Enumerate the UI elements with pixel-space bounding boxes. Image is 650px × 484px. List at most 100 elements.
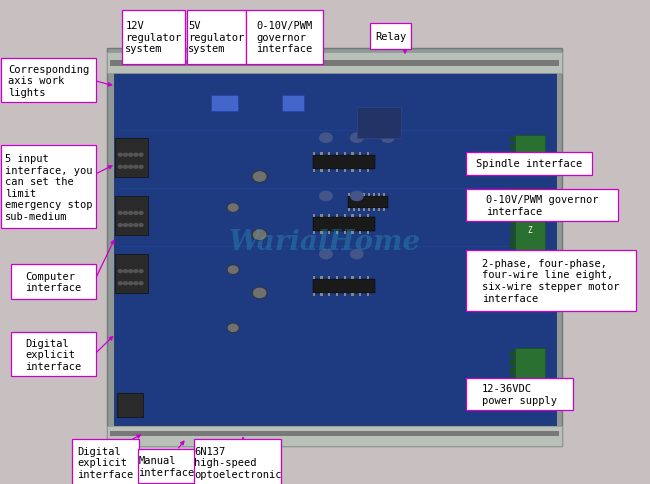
Circle shape bbox=[228, 267, 238, 273]
FancyBboxPatch shape bbox=[1, 59, 96, 103]
Bar bbox=[378, 194, 380, 197]
Bar bbox=[320, 215, 322, 218]
Bar bbox=[510, 258, 515, 264]
Circle shape bbox=[129, 166, 133, 169]
Bar bbox=[383, 194, 385, 197]
Bar bbox=[352, 215, 354, 218]
Bar bbox=[348, 208, 350, 211]
Text: A: A bbox=[527, 201, 532, 210]
Bar bbox=[211, 96, 237, 111]
Bar bbox=[367, 215, 369, 218]
Circle shape bbox=[252, 288, 267, 299]
Text: X: X bbox=[527, 276, 532, 285]
Bar bbox=[353, 194, 355, 197]
Circle shape bbox=[320, 250, 332, 259]
Circle shape bbox=[254, 288, 266, 298]
Circle shape bbox=[118, 212, 122, 215]
Circle shape bbox=[124, 212, 127, 215]
Bar bbox=[313, 280, 374, 293]
Circle shape bbox=[350, 134, 363, 143]
Circle shape bbox=[320, 192, 332, 201]
Text: Z: Z bbox=[527, 226, 532, 235]
Bar bbox=[510, 235, 515, 241]
Bar bbox=[320, 169, 322, 172]
FancyBboxPatch shape bbox=[246, 11, 323, 64]
Circle shape bbox=[118, 282, 122, 285]
Circle shape bbox=[139, 270, 143, 273]
Bar bbox=[328, 169, 330, 172]
Circle shape bbox=[252, 230, 267, 241]
Bar bbox=[368, 194, 370, 197]
Text: 0-10V/PWM governor
interface: 0-10V/PWM governor interface bbox=[486, 195, 599, 216]
Circle shape bbox=[320, 134, 332, 143]
Bar bbox=[313, 153, 315, 156]
Bar bbox=[353, 208, 355, 211]
Bar bbox=[328, 231, 330, 234]
Text: 6N137
high-speed
optoelectronic: 6N137 high-speed optoelectronic bbox=[194, 446, 281, 479]
Bar bbox=[336, 293, 338, 296]
Bar bbox=[313, 293, 315, 296]
FancyBboxPatch shape bbox=[466, 152, 592, 176]
Bar bbox=[352, 293, 354, 296]
Bar bbox=[336, 153, 338, 156]
Bar bbox=[510, 220, 515, 226]
Bar bbox=[344, 215, 346, 218]
Bar bbox=[107, 48, 562, 446]
Bar bbox=[515, 348, 545, 382]
Circle shape bbox=[350, 250, 363, 259]
Circle shape bbox=[129, 282, 133, 285]
Text: 0-10V/PWM
governor
interface: 0-10V/PWM governor interface bbox=[257, 21, 313, 54]
Bar bbox=[359, 231, 361, 234]
Circle shape bbox=[118, 166, 122, 169]
Circle shape bbox=[124, 154, 127, 157]
Bar bbox=[510, 138, 515, 143]
Circle shape bbox=[134, 166, 138, 169]
Bar bbox=[320, 277, 322, 280]
Bar bbox=[367, 169, 369, 172]
Bar bbox=[510, 204, 515, 210]
Circle shape bbox=[227, 204, 239, 212]
Bar bbox=[510, 163, 515, 168]
Bar bbox=[373, 208, 375, 211]
Bar bbox=[352, 231, 354, 234]
Bar bbox=[358, 194, 360, 197]
Bar bbox=[510, 360, 515, 366]
Circle shape bbox=[124, 282, 127, 285]
Circle shape bbox=[228, 205, 238, 212]
Text: Manual
interface: Manual interface bbox=[138, 455, 194, 477]
Bar bbox=[111, 431, 559, 437]
Bar bbox=[378, 208, 380, 211]
Circle shape bbox=[139, 224, 143, 227]
Bar bbox=[336, 169, 338, 172]
Bar bbox=[510, 251, 515, 257]
Circle shape bbox=[227, 266, 239, 274]
Bar bbox=[344, 153, 346, 156]
FancyBboxPatch shape bbox=[466, 250, 636, 311]
Text: 5V
regulator
system: 5V regulator system bbox=[188, 21, 244, 54]
FancyBboxPatch shape bbox=[122, 11, 185, 64]
Bar bbox=[336, 277, 338, 280]
Bar bbox=[114, 68, 556, 425]
Bar bbox=[363, 208, 365, 211]
Bar bbox=[313, 231, 315, 234]
Text: Spindle interface: Spindle interface bbox=[476, 159, 582, 169]
Bar bbox=[313, 156, 374, 169]
Bar bbox=[510, 157, 515, 162]
FancyBboxPatch shape bbox=[72, 439, 139, 484]
Circle shape bbox=[118, 224, 122, 227]
Bar bbox=[510, 151, 515, 155]
Bar bbox=[358, 208, 360, 211]
Bar bbox=[363, 194, 365, 197]
Bar bbox=[367, 293, 369, 296]
Bar bbox=[352, 153, 354, 156]
Bar bbox=[510, 266, 515, 272]
Text: 2-phase, four-phase,
four-wire line eight,
six-wire stepper motor
interface: 2-phase, four-phase, four-wire line eigh… bbox=[482, 258, 619, 303]
Text: 5 input
interface, you
can set the
limit
emergency stop
sub-medium: 5 input interface, you can set the limit… bbox=[5, 153, 92, 222]
Bar bbox=[313, 169, 315, 172]
Bar bbox=[359, 215, 361, 218]
Bar bbox=[348, 197, 388, 208]
Circle shape bbox=[227, 324, 239, 333]
Bar bbox=[510, 189, 515, 195]
Bar bbox=[328, 153, 330, 156]
Bar bbox=[368, 208, 370, 211]
